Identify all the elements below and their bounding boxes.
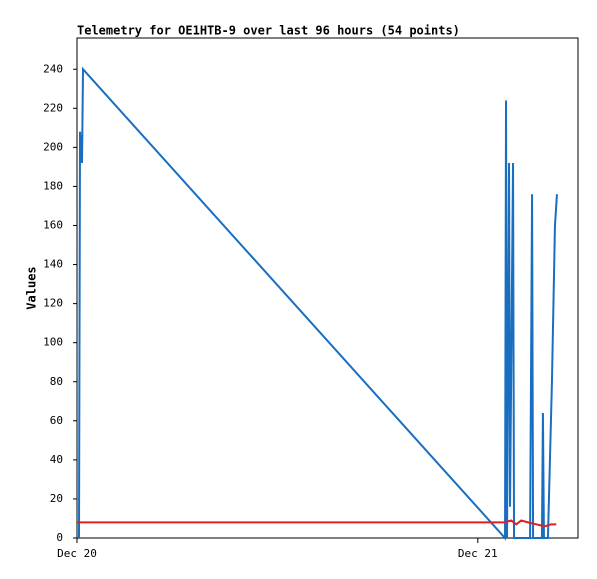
y-axis-label: Values [25,266,39,309]
x-tick-label: Dec 20 [57,547,97,560]
y-tick-label: 220 [43,101,63,114]
y-tick-label: 140 [43,258,63,271]
y-tick-label: 200 [43,140,63,153]
plot-frame [76,37,579,539]
series-line [77,519,557,528]
series-line [78,66,558,541]
y-tick-label: 180 [43,179,63,192]
x-tick-label: Dec 21 [458,547,498,560]
y-tick-label: 60 [50,414,63,427]
chart-title: Telemetry for OE1HTB-9 over last 96 hour… [77,24,460,38]
y-tick-label: 120 [43,297,63,310]
y-tick-label: 100 [43,336,63,349]
y-tick-label: 80 [50,375,63,388]
y-tick-label: 160 [43,219,63,232]
y-tick-label: 20 [50,492,63,505]
y-tick-label: 240 [43,62,63,75]
y-tick-label: 0 [56,531,63,544]
y-tick-label: 40 [50,453,63,466]
